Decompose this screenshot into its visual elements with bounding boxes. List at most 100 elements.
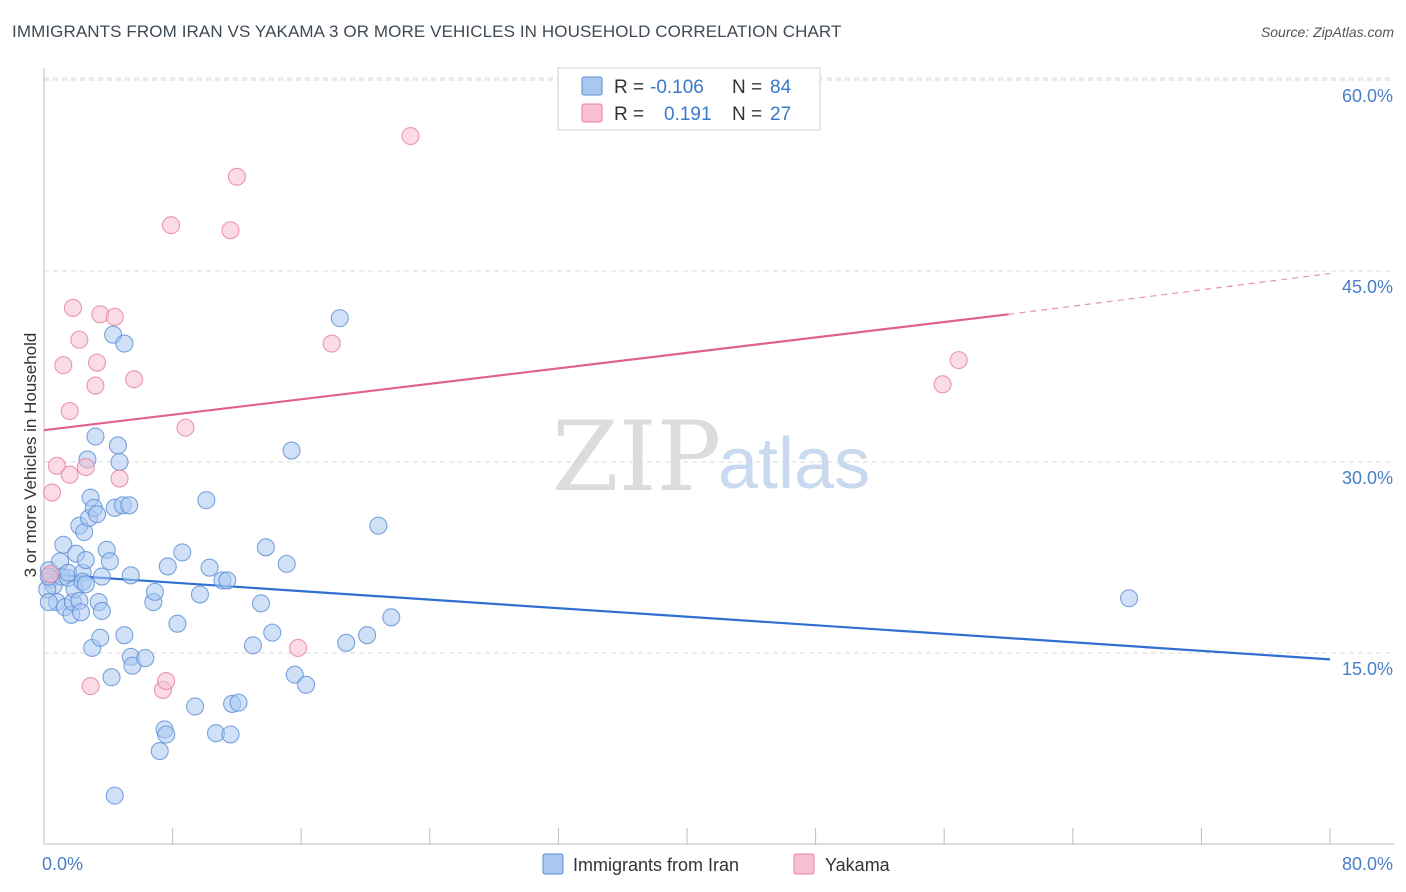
data-point-yakama [227,167,246,186]
data-point-iran [120,496,139,515]
legend-n-label-yakama: N = [732,104,762,125]
data-point-iran [115,334,134,353]
data-point-iran [102,668,121,687]
data-point-iran [296,675,316,694]
data-points [38,126,1139,805]
data-point-iran [330,309,349,328]
data-point-yakama [60,402,79,421]
stats-legend: R = -0.106 N = 84 R = 0.191 N = 27 [557,67,821,131]
data-point-yakama [70,330,89,349]
data-point-yakama [86,376,105,395]
data-point-yakama [60,465,79,484]
data-point-iran [54,535,73,554]
data-point-iran [1120,589,1139,608]
legend-n-value-yakama: 27 [770,104,791,125]
series-label-iran: Immigrants from Iran [573,855,739,875]
data-point-yakama [110,469,129,488]
series-legend: Immigrants from Iran Yakama [542,853,891,875]
source-label: Source: ZipAtlas.com [1260,24,1394,40]
data-point-iran [256,538,275,557]
data-point-iran [251,594,271,613]
legend-r-label-iran: R = [614,77,644,98]
trend-lines [43,272,1331,661]
data-point-iran [221,725,240,744]
data-point-yakama [221,221,240,240]
data-point-iran [190,585,209,604]
y-tick-labels: 15.0% 30.0% 45.0% 60.0% [1342,86,1393,679]
trend-line-iran [43,572,1331,661]
series-swatch-iran [542,853,564,875]
data-point-iran [121,566,140,585]
data-point-iran [91,628,110,647]
data-point-iran [100,552,119,571]
data-point-iran [115,626,134,645]
data-point-iran [229,693,248,712]
data-point-yakama [87,353,107,372]
data-point-iran [92,601,111,621]
x-tick-label-max: 80.0% [1342,854,1393,874]
watermark-atlas: atlas [718,424,870,504]
data-point-iran [243,636,263,655]
legend-r-value-iran: -0.106 [650,77,704,98]
gridlines [44,77,1394,654]
data-point-yakama [176,418,195,437]
data-point-iran [39,593,58,612]
data-point-yakama [105,307,124,326]
y-tick-label: 30.0% [1342,468,1393,488]
data-point-iran [200,558,219,577]
data-point-yakama [76,458,95,477]
data-point-yakama [949,351,968,370]
legend-r-value-yakama: 0.191 [664,104,712,125]
data-point-iran [277,554,296,573]
data-point-yakama [157,671,176,691]
data-point-iran [382,608,401,627]
series-label-yakama: Yakama [825,855,891,875]
trend-line-yakama [43,313,1009,432]
data-point-iran [76,550,95,570]
trend-line-yakama-extension [1008,272,1331,315]
data-point-iran [110,452,129,472]
x-tick-labels: 0.0% 80.0% [42,854,1393,874]
data-point-iran [92,567,111,586]
data-point-iran [71,603,91,622]
data-point-yakama [288,638,308,657]
data-point-iran [173,543,192,562]
data-point-iran [87,505,107,524]
data-point-iran [197,491,216,510]
data-point-iran [136,649,155,668]
data-point-iran [358,626,377,645]
data-point-yakama [81,677,100,696]
data-point-yakama [322,334,341,353]
legend-n-label-iran: N = [732,77,762,98]
data-point-iran [108,436,127,455]
data-point-iran [218,571,237,590]
legend-n-value-iran: 84 [770,77,792,98]
data-point-iran [150,741,169,761]
data-point-yakama [933,375,952,394]
y-axis-label: 3 or more Vehicles in Household [21,333,40,578]
data-point-iran [337,633,356,652]
data-point-iran [168,614,187,633]
x-tick-label-min: 0.0% [42,854,83,874]
data-point-iran [282,441,301,460]
data-point-iran [105,786,124,805]
series-swatch-yakama [793,853,815,875]
legend-swatch-iran [581,76,603,96]
data-point-iran [263,623,282,642]
data-point-yakama [124,370,144,389]
data-point-iran [86,427,105,446]
data-point-yakama [161,216,181,235]
data-point-yakama [54,356,73,375]
data-point-iran [369,516,388,535]
data-point-yakama [41,565,60,584]
data-point-yakama [42,483,62,502]
data-point-yakama [63,298,82,317]
legend-swatch-yakama [581,103,603,123]
data-point-iran [145,582,164,601]
y-tick-label: 45.0% [1342,277,1393,297]
legend-r-label-yakama: R = [614,104,644,125]
chart-title: IMMIGRANTS FROM IRAN VS YAKAMA 3 OR MORE… [12,22,842,41]
axes [43,68,1394,845]
y-tick-label: 60.0% [1342,86,1393,106]
